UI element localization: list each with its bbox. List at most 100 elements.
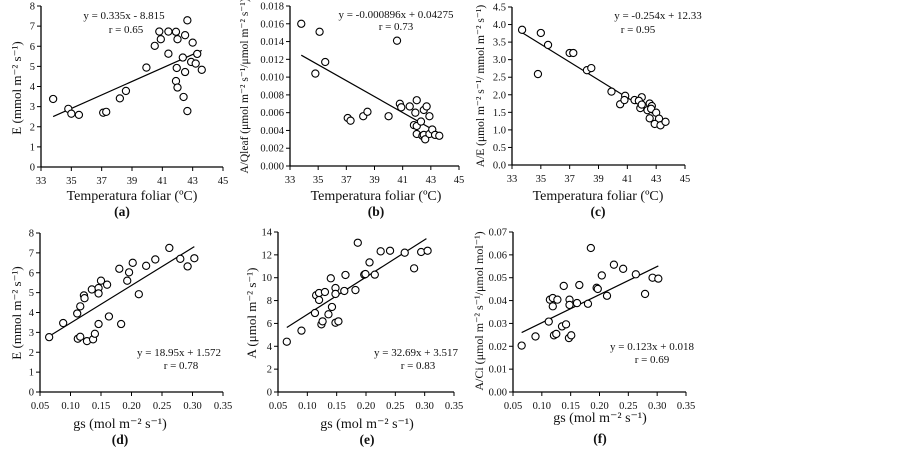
panel-d-data-point xyxy=(116,319,126,329)
panel-d-data-point xyxy=(96,276,106,285)
panel-f-data-point xyxy=(654,274,663,283)
panel-a-r-value: r = 0.65 xyxy=(109,24,144,36)
panel-c-data-point xyxy=(533,69,543,79)
panel-e-y-tick-label: 4 xyxy=(267,342,273,353)
panel-c-data-point xyxy=(517,25,527,34)
panel-e-x-tick-label: 0.35 xyxy=(445,401,463,412)
panel-e-y-tick-label: 14 xyxy=(262,228,273,239)
panel-f-y-tick-label: 0.06 xyxy=(489,250,507,261)
panel-a-data-point xyxy=(115,94,125,103)
panel-c-data-point xyxy=(569,48,578,58)
panel-a-x-tick-label: 39 xyxy=(127,176,138,187)
panel-b-y-tick-label: 0.006 xyxy=(260,108,284,119)
panel-f-data-point xyxy=(583,299,593,308)
panel-c-y-tick-label: 2.0 xyxy=(493,90,506,101)
panel-f-data-point xyxy=(548,302,557,311)
panel-a-data-point xyxy=(179,92,188,102)
panel-c-data-point xyxy=(637,100,646,109)
panel-b-x-axis-label: Temperatura foliar (ºC) xyxy=(311,189,442,204)
panel-f-data-point xyxy=(609,260,619,269)
panel-c-y-tick-label: 4.5 xyxy=(493,3,506,14)
panel-e-data-point xyxy=(310,308,320,318)
panel-e-data-point xyxy=(400,248,409,257)
panel-d-y-tick-label: 5 xyxy=(29,288,34,299)
panel-d-regression-line xyxy=(48,246,195,337)
panel-b-y-tick-label: 0.008 xyxy=(260,90,284,101)
panel-e-data-point xyxy=(318,317,327,326)
panel-f-x-tick-label: 0.30 xyxy=(648,401,666,412)
panel-e-y-tick-label: 6 xyxy=(267,319,272,330)
panel-b-x-tick-label: 43 xyxy=(426,175,437,186)
panel-d-y-tick-label: 4 xyxy=(29,308,35,319)
panel-a-x-tick-label: 43 xyxy=(187,176,198,187)
panel-b-data-point xyxy=(321,57,330,67)
panel-d-y-tick-label: 2 xyxy=(29,348,34,359)
panel-b-data-point xyxy=(435,131,444,140)
panel-f-data-point xyxy=(575,280,584,290)
panel-c-y-tick-label: 4.0 xyxy=(493,20,506,31)
panel-f-data-point xyxy=(565,300,574,310)
panel-e-equation: y = 32.69x + 3.517 xyxy=(374,347,458,359)
panel-a-y-tick-label: 0 xyxy=(30,163,35,174)
panel-c-marks: 0.0 0.5 1.0 1.5 2.0 2.5 3.0 3.5 4.0 4.5 33 35 37 39 41… xyxy=(493,3,690,186)
panel-d-data-point xyxy=(90,329,100,338)
panel-e-data-point xyxy=(326,274,335,283)
panel-f-x-axis-label: gs (mol m⁻² s⁻¹) xyxy=(553,411,647,426)
panel-f-data-point xyxy=(618,264,628,273)
panel-b-data-point xyxy=(405,102,414,111)
panel-c-x-tick-label: 37 xyxy=(564,174,575,185)
panel-f-data-point xyxy=(559,281,568,291)
panel-b-data-point xyxy=(412,96,421,105)
panel-c-y-tick-label: 3.0 xyxy=(493,55,506,66)
panel-d-data-point xyxy=(183,262,192,271)
panel-d-data-point xyxy=(102,280,112,289)
panel-f-x-tick-label: 0.20 xyxy=(590,401,608,412)
panel-c-data-point xyxy=(607,87,616,96)
panel-e-data-point xyxy=(314,295,324,305)
panel-b-data-point xyxy=(397,103,406,112)
panel-e-x-axis-label: gs (mol m⁻² s⁻¹) xyxy=(320,417,414,432)
panel-d-x-tick-label: 0.05 xyxy=(31,401,49,412)
panel-f-label: (f) xyxy=(593,431,607,446)
panel-a-x-tick-label: 35 xyxy=(66,176,77,187)
panel-b-x-tick-label: 35 xyxy=(313,175,324,186)
panel-f-y-tick-label: 0.04 xyxy=(489,296,508,307)
panel-d-data-point xyxy=(94,319,103,329)
panel-a-x-tick-label: 37 xyxy=(96,176,107,187)
panel-c-equation: y = -0.254x + 12.33 xyxy=(614,10,702,22)
panel-f-x-tick-label: 0.25 xyxy=(619,401,637,412)
panel-a-data-point xyxy=(197,65,206,74)
panel-d-data-point xyxy=(73,309,82,318)
panel-d-y-tick-label: 7 xyxy=(29,248,34,259)
panel-f-data-point xyxy=(640,289,650,299)
panel-f-data-point xyxy=(552,329,561,339)
panel-e-data-point xyxy=(376,247,385,256)
panel-c-y-tick-label: 3.5 xyxy=(493,38,506,49)
panel-d-equation: y = 18.95x + 1.572 xyxy=(137,347,221,359)
panel-e-r-value: r = 0.83 xyxy=(401,360,436,372)
panel-e-y-tick-label: 0 xyxy=(267,388,272,399)
panel-e-data-point xyxy=(423,246,432,255)
panel-e-x-tick-label: 0.20 xyxy=(357,401,375,412)
panel-f-data-point xyxy=(531,332,540,341)
panel-d-data-point xyxy=(94,289,103,298)
panel-a-x-axis-label: Temperatura foliar (ºC) xyxy=(67,189,198,204)
panel-f-y-tick-label: 0.02 xyxy=(489,342,507,353)
panel-f-x-tick-label: 0.15 xyxy=(561,401,579,412)
panel-f-data-point xyxy=(586,243,595,253)
panel-e-data-point xyxy=(334,317,343,326)
panel-d-y-tick-label: 6 xyxy=(29,268,34,279)
panel-b-data-point xyxy=(392,36,402,45)
panel-a-y-tick-label: 2 xyxy=(30,122,35,133)
panel-c-x-tick-label: 41 xyxy=(622,174,633,185)
panel-c-y-tick-label: 2.5 xyxy=(493,73,506,84)
panel-e-data-point xyxy=(297,326,306,335)
panel-f-y-axis-label: A/Ci (μmol m⁻² s⁻¹/μmol mol⁻¹) xyxy=(472,231,486,390)
panel-e-data-point xyxy=(365,258,374,267)
panel-e-y-tick-label: 10 xyxy=(262,273,273,284)
panel-a-data-point xyxy=(102,107,111,117)
panel-d-data-point xyxy=(87,285,96,294)
